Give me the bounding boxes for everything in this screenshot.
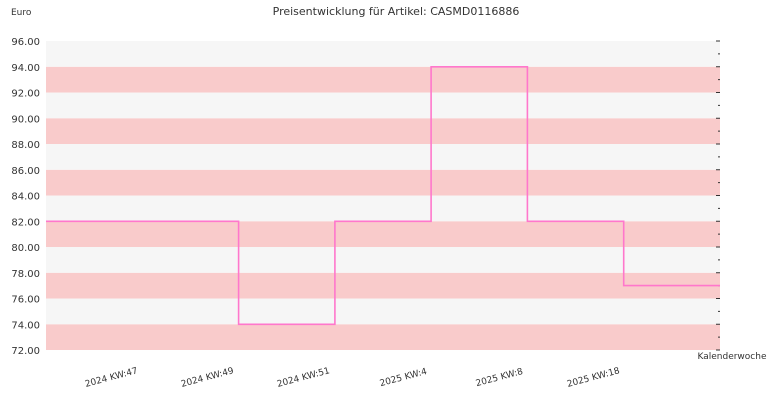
x-tick-label: 2024 KW:51	[276, 366, 331, 390]
band	[46, 247, 720, 273]
y-tick-label: 74.00	[11, 320, 40, 331]
band	[46, 195, 720, 222]
y-tick-label: 88.00	[11, 140, 40, 151]
band	[46, 118, 720, 144]
y-axis-ticks: 72.00 74.00 76.00 78.00 80.00 82.00 84.00 86.00…	[11, 37, 40, 357]
y-tick-label: 92.00	[11, 89, 40, 100]
y-tick-label: 82.00	[11, 217, 40, 228]
band	[46, 66, 720, 93]
band	[46, 272, 720, 299]
y-tick-label: 80.00	[11, 243, 40, 254]
y-tick-label: 72.00	[11, 346, 40, 357]
series-group	[46, 66, 720, 326]
y-tick-label: 84.00	[11, 192, 40, 203]
band	[46, 144, 720, 170]
band	[46, 221, 720, 247]
band	[46, 41, 720, 67]
y-axis-label: Euro	[11, 8, 32, 18]
band	[46, 92, 720, 119]
y-tick-label: 90.00	[11, 114, 40, 125]
y-tick-label: 78.00	[11, 269, 40, 280]
y-tick-label: 86.00	[11, 166, 40, 177]
band	[46, 324, 720, 350]
chart-title: Preisentwicklung für Artikel: CASMD01168…	[273, 5, 520, 18]
x-tick-label: 2025 KW:4	[379, 367, 429, 389]
y-tick-label: 96.00	[11, 37, 40, 48]
y-tick-label: 94.00	[11, 63, 40, 74]
x-tick-label: 2024 KW:47	[84, 366, 139, 390]
band	[46, 169, 720, 196]
background-bands	[46, 41, 720, 350]
x-tick-label: 2025 KW:18	[566, 366, 621, 390]
y-tick-label: 76.00	[11, 295, 40, 306]
x-tick-label: 2025 KW:8	[475, 367, 525, 389]
x-axis-ticks: 2024 KW:47 2024 KW:49 2024 KW:51 2025 KW:4 2…	[84, 366, 621, 390]
x-axis-label: Kalenderwoche	[697, 352, 766, 362]
band	[46, 298, 720, 325]
price-series-line	[46, 66, 720, 326]
x-tick-label: 2024 KW:49	[180, 366, 235, 390]
